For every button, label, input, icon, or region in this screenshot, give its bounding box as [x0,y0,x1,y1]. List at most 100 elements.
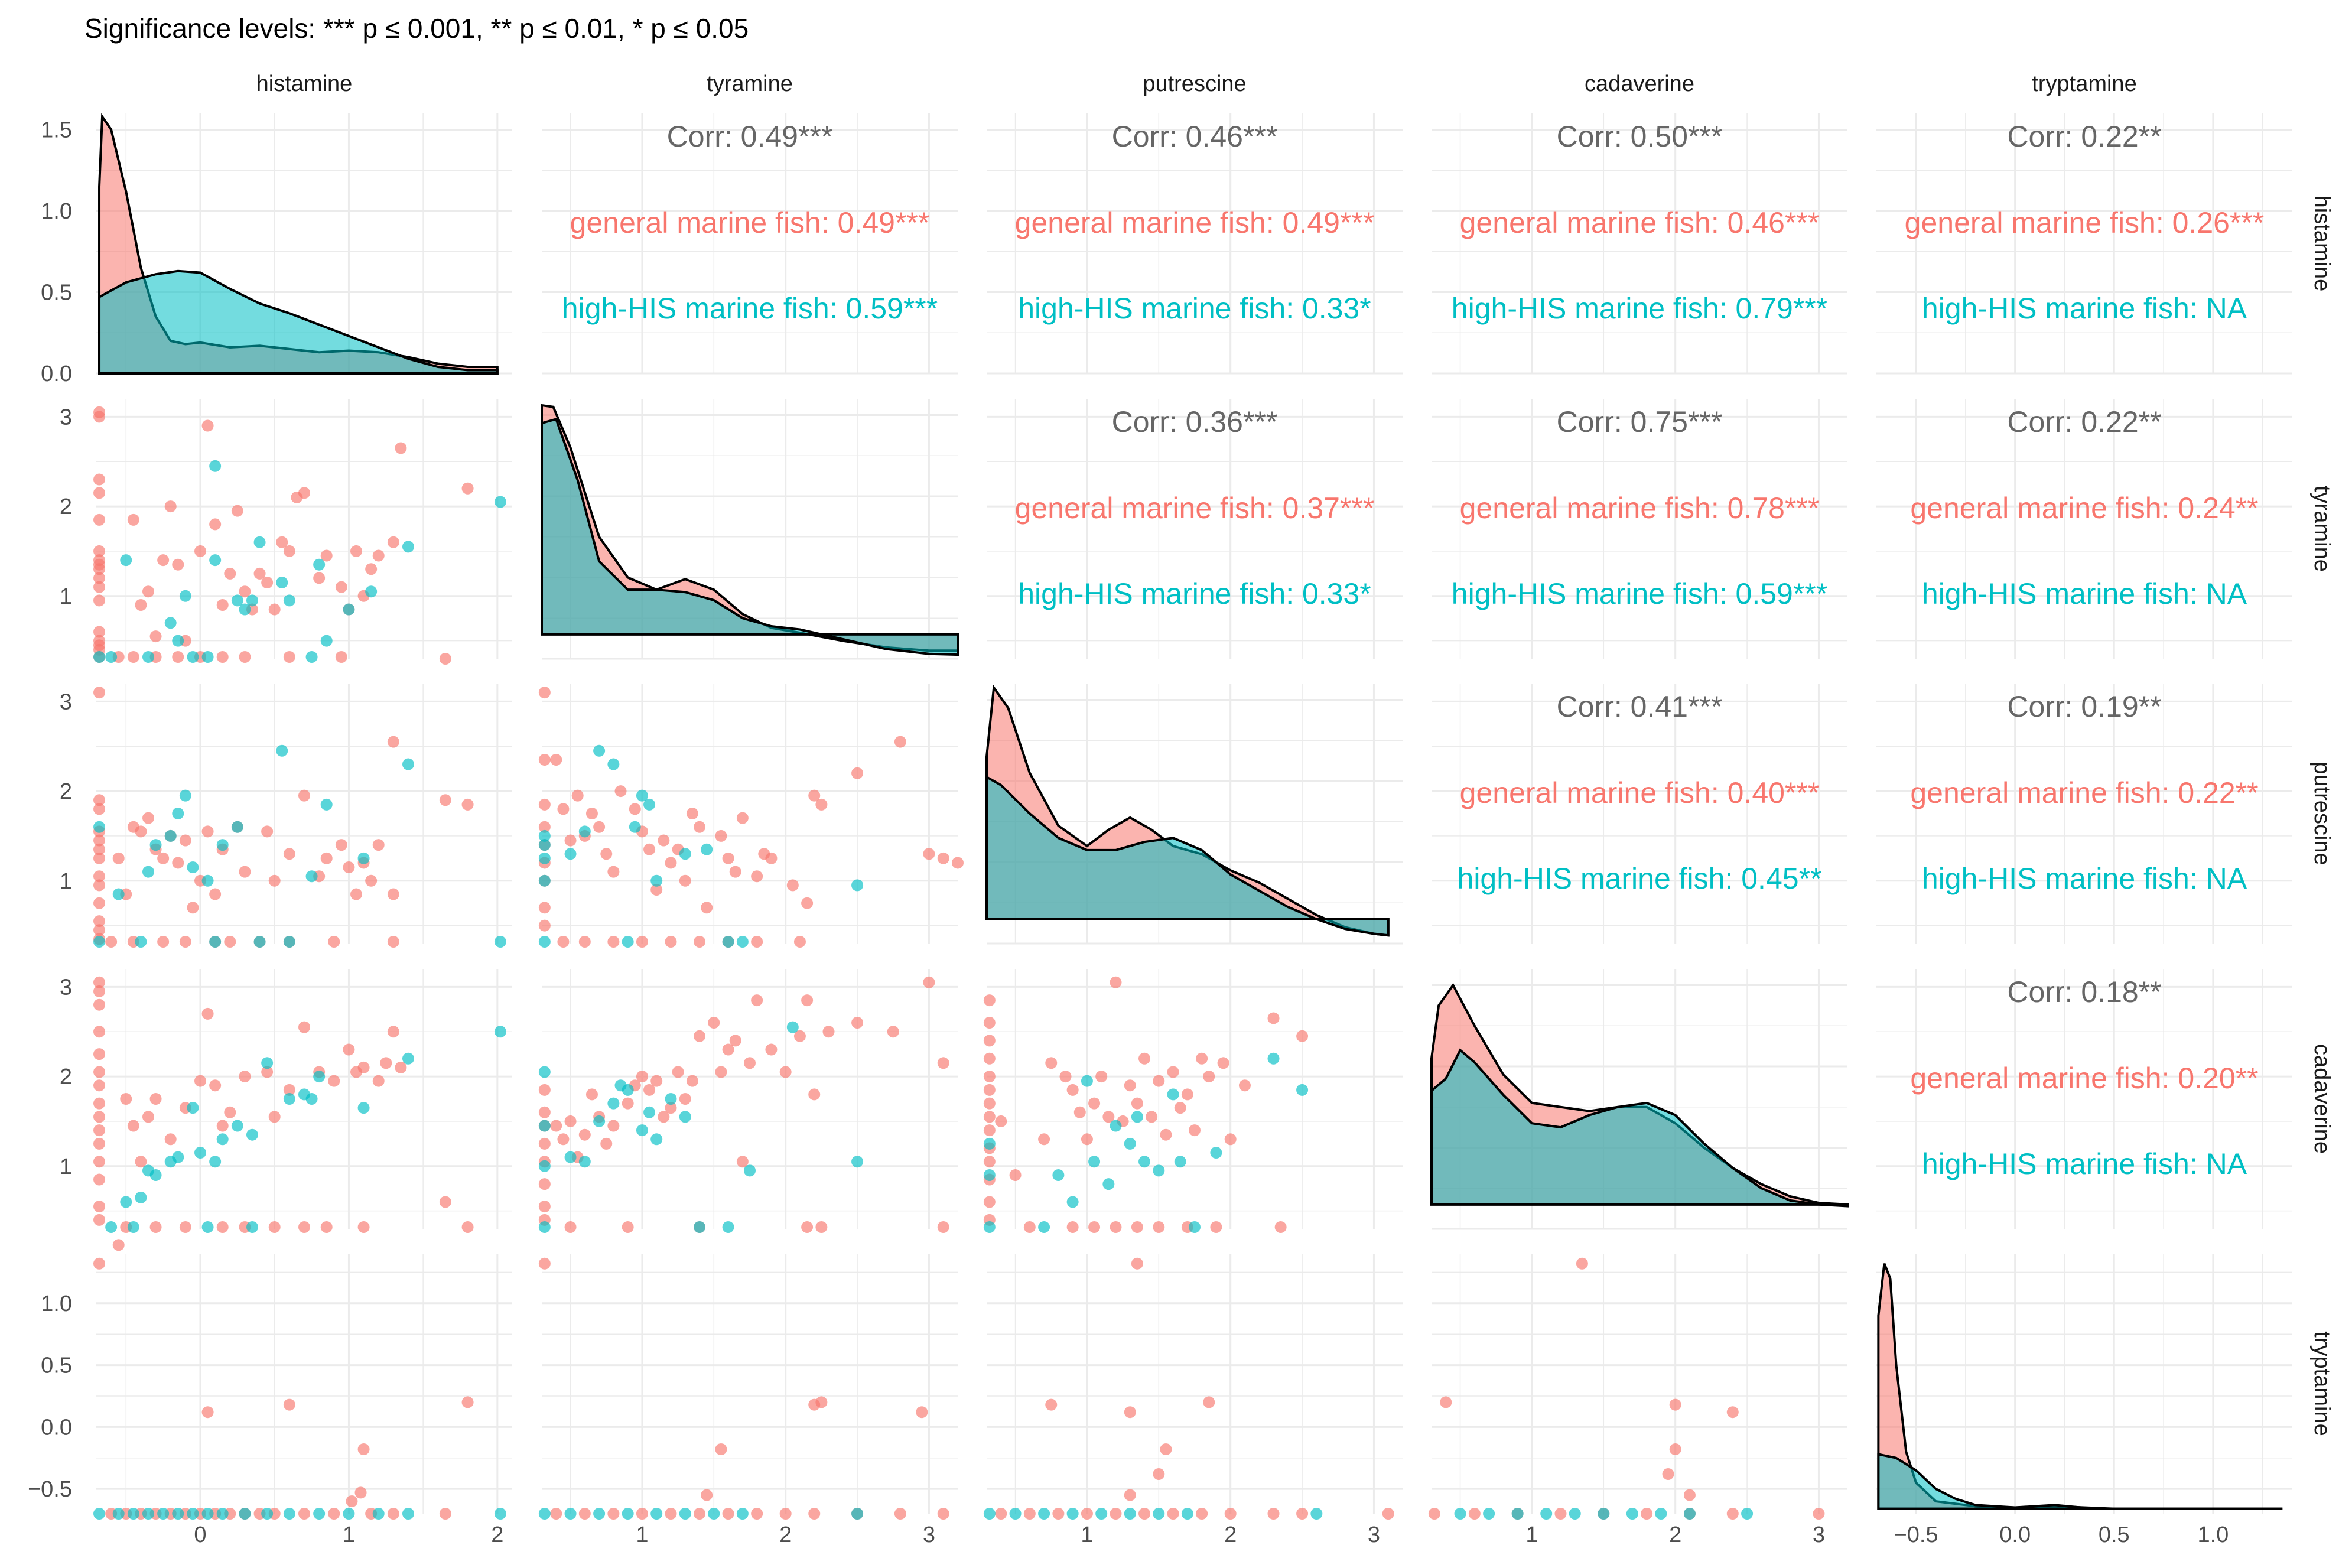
point-general-marine-fish [335,581,347,593]
point-general-marine-fish [120,1093,132,1105]
panel-histamine-cadaverine: Corr: 0.50*** general marine fish: 0.46**… [1432,113,1847,375]
point-general-marine-fish [1138,1052,1151,1065]
point-high-his-marine-fish [643,798,656,811]
point-high-his-marine-fish [276,577,288,589]
point-general-marine-fish [172,558,184,571]
point-general-marine-fish [283,545,295,557]
point-general-marine-fish [239,650,251,663]
point-general-marine-fish [283,1084,295,1096]
corr-high-his-marine-fish-label: high-HIS marine fish: NA [1922,1147,2247,1180]
point-general-marine-fish [1160,1128,1172,1141]
point-general-marine-fish [127,513,139,526]
point-general-marine-fish [538,1106,551,1118]
point-high-his-marine-fish [172,1508,184,1520]
x-tick-label-tryptamine: 0.0 [1999,1523,2031,1547]
point-general-marine-fish [157,852,170,864]
point-general-marine-fish [268,874,281,887]
point-high-his-marine-fish [650,1508,663,1520]
point-general-marine-fish [320,1221,333,1233]
point-high-his-marine-fish [305,870,318,883]
point-general-marine-fish [736,812,749,824]
point-general-marine-fish [268,1221,281,1233]
point-high-his-marine-fish [983,1137,996,1150]
point-general-marine-fish [694,1030,706,1042]
point-general-marine-fish [607,1120,620,1132]
point-general-marine-fish [550,1508,562,1520]
row-strip-cadaverine: cadaverine [2309,1044,2334,1154]
point-general-marine-fish [93,1026,106,1038]
x-tick-label-tyramine: 3 [923,1523,935,1547]
point-general-marine-fish [253,567,266,580]
point-general-marine-fish [298,1221,310,1233]
point-general-marine-fish [1153,1221,1165,1233]
point-general-marine-fish [744,1057,756,1069]
point-general-marine-fish [1066,1084,1079,1096]
point-high-his-marine-fish [201,1221,214,1233]
point-general-marine-fish [357,1061,370,1073]
point-high-his-marine-fish [201,650,214,663]
density-general-marine-fish-tryptamine [1877,1263,2283,1510]
point-general-marine-fish [1813,1508,1825,1520]
point-general-marine-fish [283,650,295,663]
point-general-marine-fish [1081,1508,1093,1520]
point-general-marine-fish [701,902,713,914]
point-general-marine-fish [765,1043,778,1056]
point-general-marine-fish [665,857,677,869]
point-high-his-marine-fish [253,536,266,548]
point-high-his-marine-fish [1052,1169,1065,1181]
point-general-marine-fish [135,598,147,611]
point-high-his-marine-fish [494,496,506,508]
point-high-his-marine-fish [1210,1147,1222,1159]
point-high-his-marine-fish [93,1508,106,1520]
point-high-his-marine-fish [622,1084,634,1096]
point-general-marine-fish [201,419,214,432]
corr-high-his-marine-fish-label: high-HIS marine fish: 0.45** [1458,862,1822,895]
point-general-marine-fish [164,500,177,513]
panel-putrescine-histamine [93,684,512,948]
point-high-his-marine-fish [564,1508,577,1520]
point-general-marine-fish [346,1495,358,1508]
point-high-his-marine-fish [564,848,577,860]
point-general-marine-fish [983,1052,996,1065]
point-general-marine-fish [461,1221,474,1233]
point-general-marine-fish [439,1508,451,1520]
point-general-marine-fish [1669,1443,1681,1456]
point-general-marine-fish [387,1508,399,1520]
corr-general-marine-fish-label: general marine fish: 0.24** [1910,492,2258,525]
point-high-his-marine-fish [1153,1508,1165,1520]
point-general-marine-fish [387,736,399,748]
point-general-marine-fish [1023,1508,1036,1520]
point-general-marine-fish [127,650,139,663]
point-high-his-marine-fish [357,1102,370,1114]
point-general-marine-fish [239,1071,251,1083]
point-general-marine-fish [149,1093,162,1105]
point-general-marine-fish [786,879,799,892]
point-general-marine-fish [343,1043,355,1056]
panel-putrescine-tryptamine: Corr: 0.19** general marine fish: 0.22** h… [1876,684,2292,944]
point-general-marine-fish [1267,1508,1280,1520]
point-general-marine-fish [142,1111,154,1123]
y-tick-label-tryptamine: −0.5 [28,1477,72,1502]
point-general-marine-fish [239,585,251,598]
point-high-his-marine-fish [120,1196,132,1208]
column-strip-histamine: histamine [256,71,353,96]
point-general-marine-fish [276,536,288,548]
point-general-marine-fish [557,1133,570,1146]
point-high-his-marine-fish [261,1057,274,1069]
x-tick-label-histamine: 1 [343,1523,355,1547]
point-general-marine-fish [328,935,340,948]
point-general-marine-fish [461,1396,474,1408]
point-high-his-marine-fish [320,798,333,811]
point-general-marine-fish [261,825,274,838]
corr-high-his-marine-fish-label: high-HIS marine fish: NA [1922,292,2247,325]
x-tick-label-cadaverine: 3 [1813,1523,1825,1547]
column-strip-tryptamine: tryptamine [2032,71,2136,96]
point-general-marine-fish [93,411,106,423]
point-high-his-marine-fish [722,1221,734,1233]
point-high-his-marine-fish [629,821,641,833]
corr-general-marine-fish-label: general marine fish: 0.46*** [1460,206,1820,239]
point-high-his-marine-fish [538,1160,551,1172]
point-high-his-marine-fish [593,744,606,757]
point-high-his-marine-fish [216,1508,229,1520]
point-high-his-marine-fish [1683,1508,1696,1520]
